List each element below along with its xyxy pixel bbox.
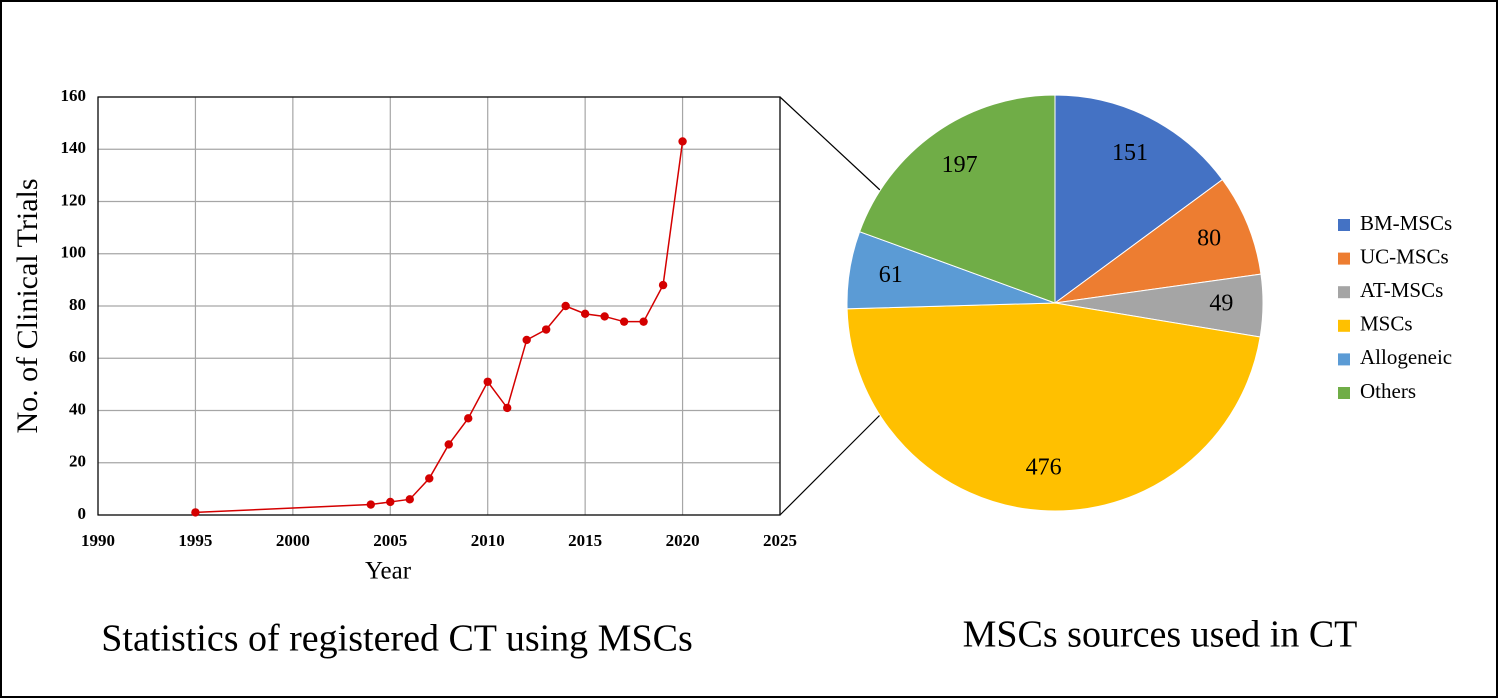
legend-label: Allogeneic (1360, 345, 1452, 369)
legend-label: AT-MSCs (1360, 278, 1443, 302)
pie-slice (1054, 94, 1224, 304)
pie-chart-title: MSCs sources used in CT (963, 614, 1358, 656)
y-tick-label: 140 (61, 138, 87, 157)
legend-swatch (1338, 387, 1350, 399)
data-point (580, 309, 590, 319)
line-chart-title: Statistics of registered CT using MSCs (101, 618, 692, 660)
data-point (464, 414, 473, 423)
data-label: 476 (1026, 455, 1062, 481)
zoom-connector (779, 96, 881, 191)
data-point (503, 403, 512, 413)
data-label: 80 (1197, 226, 1221, 252)
x-tick-label: 2015 (568, 531, 602, 550)
data-point (658, 280, 668, 290)
data-point (483, 377, 492, 386)
legend-swatch (1338, 319, 1350, 332)
x-tick-label: 1995 (178, 531, 212, 550)
data-point (541, 325, 551, 334)
data-point (405, 495, 414, 504)
zoom-connector (779, 414, 881, 516)
legend-label: UC-MSCs (1360, 244, 1449, 268)
data-point (678, 137, 687, 146)
data-label: 49 (1209, 291, 1233, 317)
x-tick-label: 1990 (81, 531, 115, 550)
x-tick-label: 2010 (471, 531, 505, 550)
data-point (561, 301, 570, 311)
legend-swatch (1338, 353, 1350, 366)
pie-slice (1054, 178, 1262, 304)
legend-label: MSCs (1360, 312, 1413, 336)
data-point (600, 312, 609, 321)
y-tick-label: 20 (69, 452, 86, 471)
y-tick-label: 0 (78, 504, 87, 523)
y-tick-label: 100 (61, 243, 87, 262)
x-axis-title: Year (365, 558, 412, 585)
data-label: 151 (1112, 140, 1148, 166)
legend-label: BM-MSCs (1360, 211, 1452, 235)
y-tick-label: 120 (61, 190, 87, 209)
pie-slice (846, 302, 1261, 512)
y-tick-label: 40 (69, 399, 86, 418)
legend-swatch (1338, 252, 1350, 265)
x-tick-label: 2025 (763, 531, 797, 550)
x-tick-label: 2020 (666, 531, 700, 550)
data-point (386, 497, 395, 507)
legend-label: Others (1360, 379, 1416, 403)
plot-border (97, 96, 781, 516)
x-tick-label: 2000 (276, 531, 310, 550)
y-tick-label: 80 (69, 295, 86, 314)
data-label: 197 (942, 152, 978, 178)
data-point (425, 474, 434, 483)
data-point (522, 335, 531, 345)
data-label: 61 (879, 262, 903, 288)
data-point (619, 317, 629, 326)
data-point (639, 317, 648, 326)
y-tick-label: 60 (69, 347, 86, 366)
legend-swatch (1338, 286, 1350, 299)
data-point (366, 500, 375, 509)
data-point (191, 508, 200, 517)
pie-slice (858, 94, 1056, 304)
y-axis-title: No. of Clinical Trials (11, 178, 44, 433)
data-point (444, 440, 453, 449)
legend-swatch (1338, 219, 1350, 231)
x-tick-label: 2005 (373, 531, 407, 550)
y-tick-label: 160 (61, 86, 87, 105)
